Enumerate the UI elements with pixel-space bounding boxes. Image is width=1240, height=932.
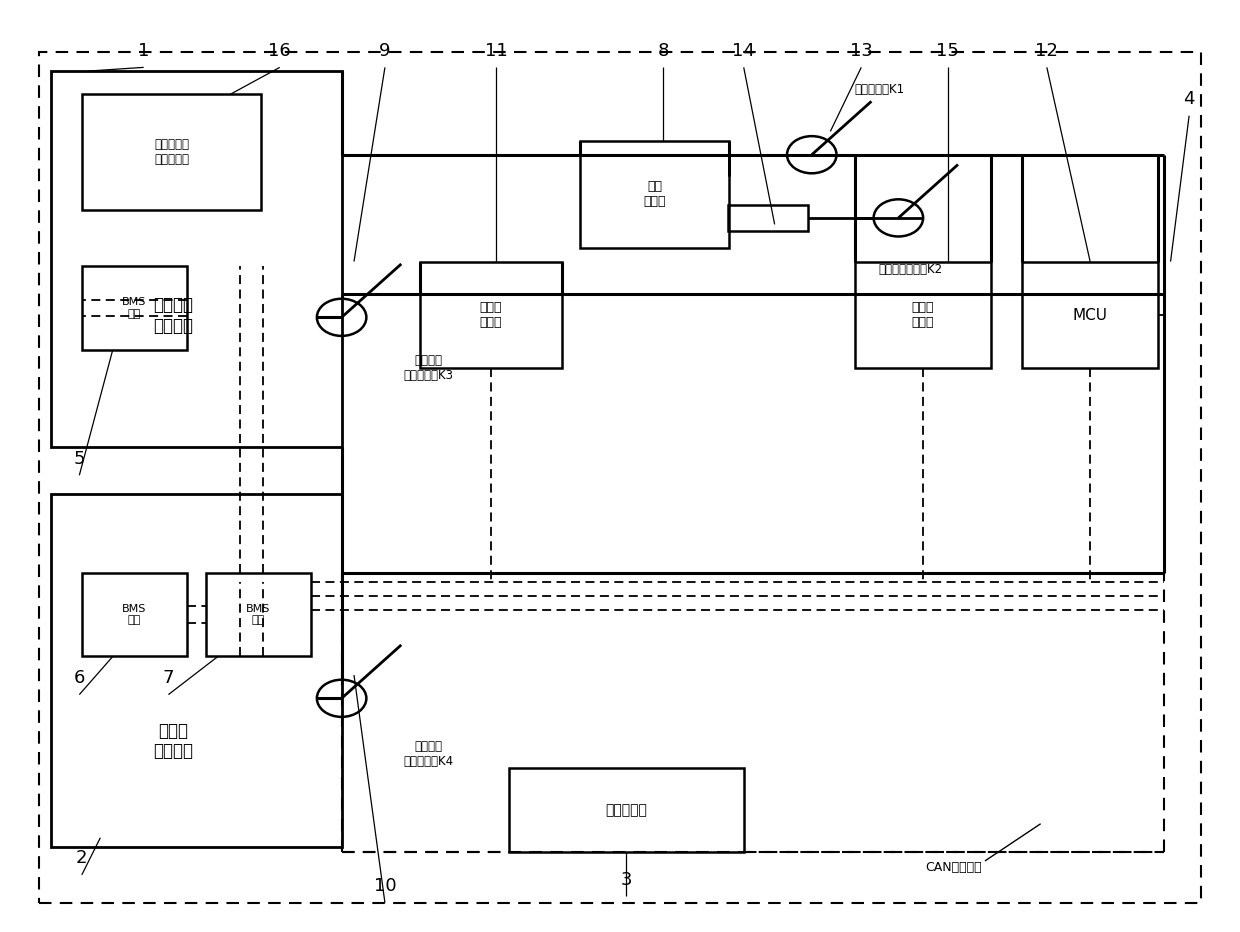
Text: 16: 16 [268,42,291,60]
Text: 可快换式
副电池包: 可快换式 副电池包 [153,296,193,336]
Text: 13: 13 [849,42,873,60]
Bar [51,71,342,447]
Text: CAN通信总线: CAN通信总线 [926,861,982,874]
Text: 5: 5 [73,449,86,468]
Text: 7: 7 [162,669,174,687]
Text: 3: 3 [620,870,632,888]
Text: 4: 4 [1183,90,1195,108]
Text: 10: 10 [373,877,397,895]
Text: 15: 15 [936,42,960,60]
Text: 外总压
传感器: 外总压 传感器 [911,301,935,329]
Bar [206,573,311,656]
Text: 11: 11 [485,42,507,60]
Bar [856,262,991,368]
Text: MCU: MCU [1073,308,1107,322]
Bar [419,262,562,368]
Bar [728,205,808,231]
Bar [508,768,744,852]
Bar [51,494,342,847]
Text: 1: 1 [138,42,149,60]
Text: 14: 14 [733,42,755,60]
Bar [580,141,729,248]
Text: BMS
从板: BMS 从板 [123,297,146,319]
Text: BMS
从板: BMS 从板 [123,604,146,625]
Text: 12: 12 [1035,42,1058,60]
Text: 副电池包
总负软开关K3: 副电池包 总负软开关K3 [403,354,454,382]
Text: 预充电路继电器K2: 预充电路继电器K2 [879,263,942,276]
Text: 内总压
传感器: 内总压 传感器 [480,301,502,329]
Bar [82,573,187,656]
Text: 6: 6 [73,669,86,687]
Bar [82,267,187,350]
Text: 整车控制器: 整车控制器 [605,802,647,816]
Text: 8: 8 [657,42,670,60]
Text: 主电池包
总负软开关K4: 主电池包 总负软开关K4 [403,740,454,768]
Text: 2: 2 [76,849,88,867]
Text: 总正继电器K1: 总正继电器K1 [854,83,905,96]
Bar [82,94,262,211]
Text: 电流
传感器: 电流 传感器 [644,180,666,208]
Text: 9: 9 [379,42,391,60]
Bar [1022,262,1158,368]
Text: 换电模组信
息处理终端: 换电模组信 息处理终端 [154,138,188,167]
Text: BMS
主板: BMS 主板 [246,604,270,625]
Text: 固定式
主电池包: 固定式 主电池包 [153,721,193,761]
